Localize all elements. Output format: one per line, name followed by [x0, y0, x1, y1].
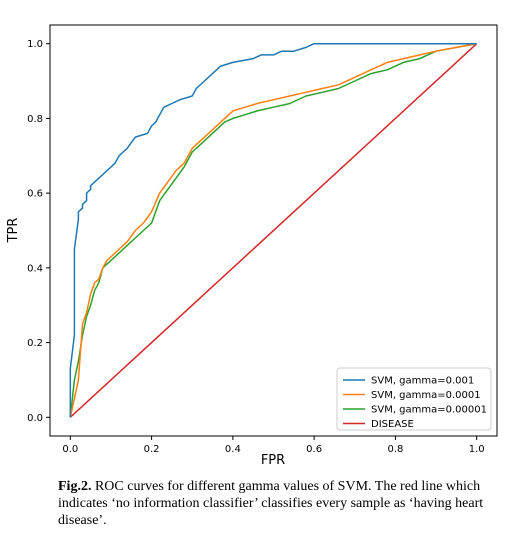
- legend-label: SVM, gamma=0.0001: [371, 390, 481, 401]
- y-tick-label: 1.0: [27, 39, 43, 50]
- x-tick-label: 1.0: [469, 444, 485, 455]
- x-tick-label: 0.6: [306, 444, 322, 455]
- y-axis: 0.0 0.2 0.4 0.6 0.8 1.0: [27, 39, 50, 424]
- y-tick-label: 0.0: [27, 413, 43, 424]
- x-tick-label: 0.4: [225, 444, 241, 455]
- legend-label: SVM, gamma=0.001: [371, 376, 474, 387]
- x-axis-title: FPR: [261, 453, 285, 468]
- y-tick-label: 0.8: [27, 114, 43, 125]
- y-tick-label: 0.4: [27, 263, 43, 274]
- legend-box: [336, 367, 492, 431]
- figure-caption: Fig.2. ROC curves for different gamma va…: [58, 478, 498, 529]
- legend-label: SVM, gamma=0.00001: [371, 405, 487, 416]
- roc-chart: 0.0 0.2 0.4 0.6 0.8 1.0 0.0 0.2 0.4 0.6 0.8 1.0 FP…: [6, 24, 498, 468]
- series-line-2: [69, 42, 477, 418]
- series-line-0: [69, 42, 477, 418]
- series-line-1: [69, 42, 477, 418]
- y-axis-title: TPR: [6, 218, 21, 244]
- x-tick-label: 0.2: [144, 444, 160, 455]
- y-tick-label: 0.6: [27, 189, 43, 200]
- x-tick-label: 0.8: [387, 444, 403, 455]
- legend-label: DISEASE: [371, 419, 414, 430]
- y-tick-label: 0.2: [27, 338, 43, 349]
- caption-text: ROC curves for different gamma values of…: [58, 479, 484, 528]
- caption-label: Fig.2.: [58, 479, 92, 494]
- x-tick-label: 0.0: [62, 444, 78, 455]
- x-axis: 0.0 0.2 0.4 0.6 0.8 1.0: [62, 436, 485, 455]
- series-lines: [69, 42, 478, 418]
- legend: SVM, gamma=0.001 SVM, gamma=0.0001 SVM, ga…: [336, 367, 492, 431]
- series-line-3: [69, 43, 478, 418]
